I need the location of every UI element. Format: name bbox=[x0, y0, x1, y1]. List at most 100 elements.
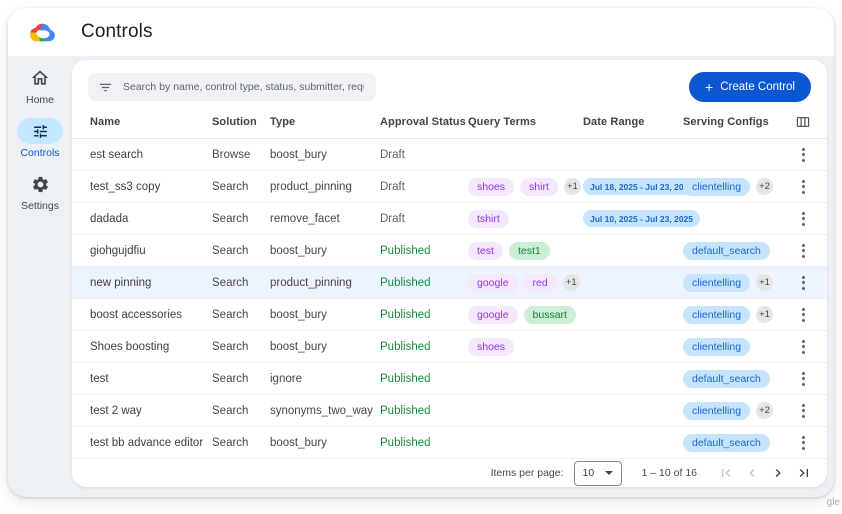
cell-name: test bb advance editor bbox=[90, 436, 204, 449]
column-header-approval-status[interactable]: Approval Status bbox=[380, 115, 466, 128]
controls-panel: + Create Control Name Solution Type Appr… bbox=[72, 60, 827, 487]
date-range-chip: Jul 10, 2025 - Jul 23, 2025 bbox=[583, 210, 701, 227]
table-row[interactable]: Shoes boosting Search boost_bury Published s… bbox=[72, 331, 827, 363]
table-row[interactable]: test 2 way Search synonyms_two_way Publishe… bbox=[72, 395, 827, 427]
row-menu-button[interactable] bbox=[793, 335, 813, 359]
row-menu-button[interactable] bbox=[793, 431, 813, 455]
status-badge: Published bbox=[380, 436, 431, 449]
cell-name: giohgujdfiu bbox=[90, 244, 146, 257]
row-menu-button[interactable] bbox=[793, 271, 813, 295]
row-menu-button[interactable] bbox=[793, 239, 813, 263]
query-term-chip: red bbox=[523, 273, 557, 292]
row-menu-button[interactable] bbox=[793, 207, 813, 231]
cell-actions bbox=[787, 303, 815, 327]
cell-query-terms: shoes bbox=[468, 337, 583, 356]
status-badge: Published bbox=[380, 308, 431, 321]
cell-name: dadada bbox=[90, 212, 129, 225]
cell-type: boost_bury bbox=[270, 148, 327, 161]
serving-config-chip: clientelling bbox=[683, 305, 751, 324]
column-header-solution[interactable]: Solution bbox=[212, 115, 257, 128]
table-row[interactable]: test Search ignore Published default_search bbox=[72, 363, 827, 395]
cell-actions bbox=[787, 239, 815, 263]
app-window: Controls Home Controls Settings + Create C… bbox=[8, 8, 834, 497]
column-header-serving-configs[interactable]: Serving Configs bbox=[683, 115, 769, 128]
table-row[interactable]: test_ss3 copy Search product_pinning Draft s… bbox=[72, 171, 827, 203]
cell-solution: Search bbox=[212, 404, 249, 417]
cell-solution: Search bbox=[212, 180, 249, 193]
serving-config-chip: clientelling bbox=[683, 177, 751, 196]
sidebar-item-controls[interactable]: Controls bbox=[17, 118, 63, 159]
search-input[interactable] bbox=[121, 80, 366, 94]
cell-type: remove_facet bbox=[270, 212, 340, 225]
status-badge: Published bbox=[380, 404, 431, 417]
toolbar: + Create Control bbox=[72, 60, 827, 105]
query-term-chip: google bbox=[468, 305, 518, 324]
table-row[interactable]: new pinning Search product_pinning Publishe… bbox=[72, 267, 827, 299]
column-header-query-terms[interactable]: Query Terms bbox=[468, 115, 537, 128]
row-menu-button[interactable] bbox=[793, 303, 813, 327]
cell-query-terms: test test1 bbox=[468, 241, 583, 260]
sidebar-item-settings[interactable]: Settings bbox=[17, 171, 63, 212]
row-menu-button[interactable] bbox=[793, 367, 813, 391]
table-footer: Items per page: 10 1 – 10 of 16 bbox=[72, 459, 827, 487]
last-page-button[interactable] bbox=[795, 464, 813, 482]
cell-name: Shoes boosting bbox=[90, 340, 170, 353]
cell-name: test 2 way bbox=[90, 404, 142, 417]
cell-serving-configs: clientelling +2 bbox=[683, 177, 787, 196]
table-row[interactable]: test bb advance editor Search boost_bury Pu… bbox=[72, 427, 827, 459]
first-page-button[interactable] bbox=[717, 464, 735, 482]
sidebar-item-label: Settings bbox=[21, 200, 59, 212]
create-control-label: Create Control bbox=[720, 81, 795, 93]
status-badge: Draft bbox=[380, 148, 405, 161]
cell-solution: Browse bbox=[212, 148, 251, 161]
cell-actions bbox=[787, 207, 815, 231]
sidebar-item-label: Home bbox=[25, 94, 54, 106]
cell-query-terms: google red +1 bbox=[468, 273, 583, 292]
cell-actions bbox=[787, 143, 815, 167]
cell-actions bbox=[787, 431, 815, 455]
top-bar: Controls bbox=[8, 8, 834, 56]
serving-config-chip: default_search bbox=[683, 241, 770, 260]
background-watermark-text: gle C bbox=[826, 497, 842, 508]
query-term-chip: test bbox=[468, 241, 503, 260]
status-badge: Published bbox=[380, 276, 431, 289]
table-row[interactable]: boost accessories Search boost_bury Publish… bbox=[72, 299, 827, 331]
row-menu-button[interactable] bbox=[793, 143, 813, 167]
search-bar[interactable] bbox=[88, 73, 376, 101]
query-term-chip: tshirt bbox=[468, 209, 509, 228]
column-header-date-range[interactable]: Date Range bbox=[583, 115, 645, 128]
table-header: Name Solution Type Approval Status Query… bbox=[72, 105, 827, 139]
column-header-type[interactable]: Type bbox=[270, 115, 296, 128]
table-row[interactable]: est search Browse boost_bury Draft bbox=[72, 139, 827, 171]
cell-serving-configs: clientelling +2 bbox=[683, 401, 787, 420]
column-header-name[interactable]: Name bbox=[90, 115, 121, 128]
status-badge: Published bbox=[380, 340, 431, 353]
status-badge: Published bbox=[380, 372, 431, 385]
previous-page-button[interactable] bbox=[743, 464, 761, 482]
cell-name: test_ss3 copy bbox=[90, 180, 161, 193]
row-menu-button[interactable] bbox=[793, 399, 813, 423]
serving-config-chip: default_search bbox=[683, 369, 770, 388]
row-menu-button[interactable] bbox=[793, 175, 813, 199]
date-range-chip: Jul 18, 2025 - Jul 23, 2025 bbox=[583, 178, 701, 195]
table-row[interactable]: dadada Search remove_facet Draft tshirt Jul 1… bbox=[72, 203, 827, 235]
table-row[interactable]: giohgujdfiu Search boost_bury Published test… bbox=[72, 235, 827, 267]
query-term-chip: bussart bbox=[523, 305, 576, 324]
cell-date-range: Jul 10, 2025 - Jul 23, 2025 bbox=[583, 210, 701, 227]
cell-name: test bbox=[90, 372, 109, 385]
cell-solution: Search bbox=[212, 212, 249, 225]
query-term-chip: shirt bbox=[520, 177, 558, 196]
column-settings-button[interactable] bbox=[787, 114, 815, 130]
cell-serving-configs: default_search bbox=[683, 369, 787, 388]
extra-count-badge: +1 bbox=[563, 178, 581, 195]
cell-solution: Search bbox=[212, 244, 249, 257]
next-page-button[interactable] bbox=[769, 464, 787, 482]
sidebar-item-home[interactable]: Home bbox=[17, 65, 63, 106]
cell-serving-configs: clientelling +1 bbox=[683, 273, 787, 292]
cell-type: product_pinning bbox=[270, 276, 352, 289]
cell-type: product_pinning bbox=[270, 180, 352, 193]
create-control-button[interactable]: + Create Control bbox=[689, 72, 811, 102]
items-per-page-select[interactable]: 10 bbox=[573, 460, 622, 486]
cell-date-range: Jul 18, 2025 - Jul 23, 2025 bbox=[583, 178, 701, 195]
cell-query-terms: google bussart bbox=[468, 305, 583, 324]
